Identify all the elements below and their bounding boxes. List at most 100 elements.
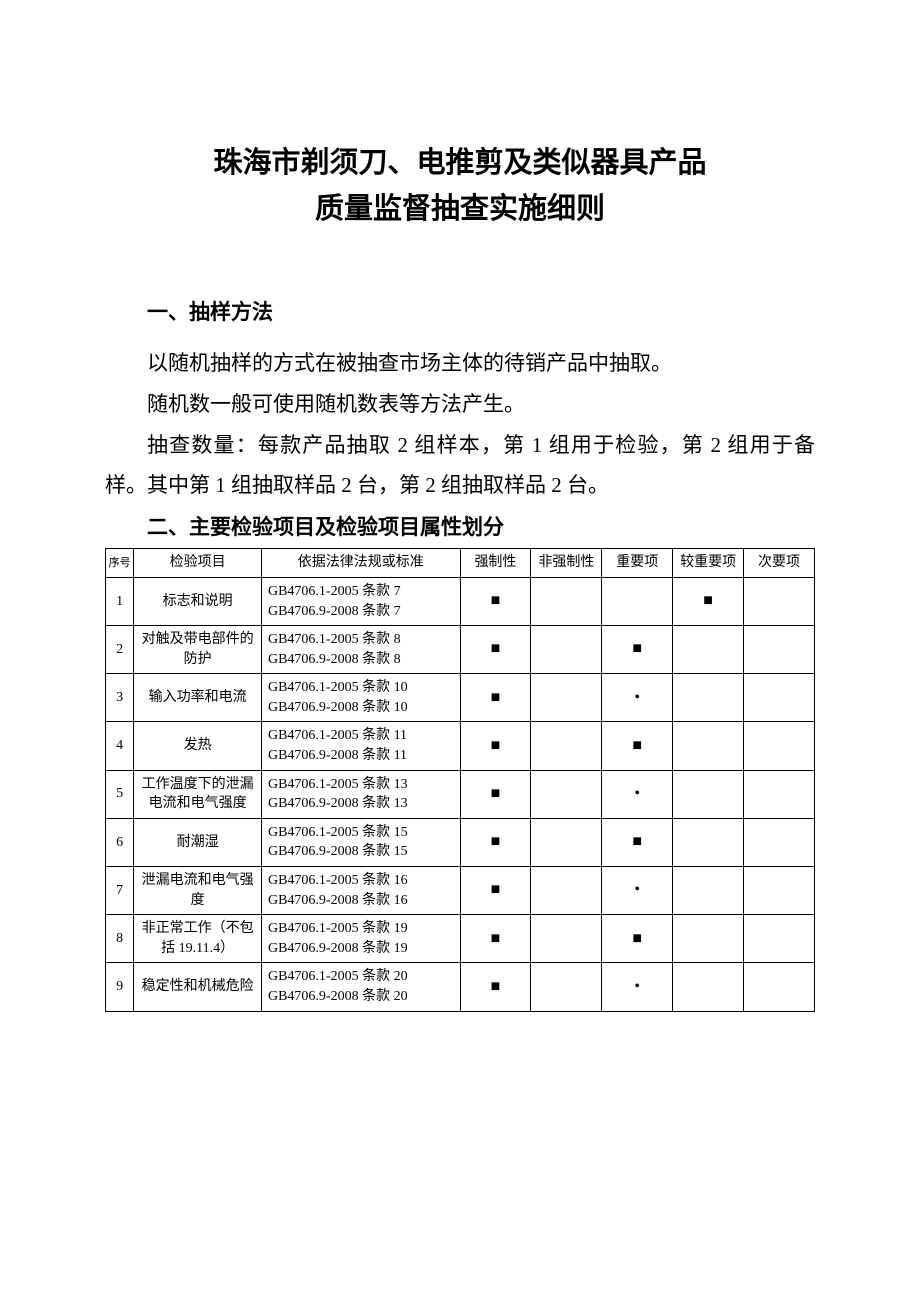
cell-seq: 4 xyxy=(106,722,134,770)
cell-mandatory: ■ xyxy=(460,674,531,722)
cell-mandatory: ■ xyxy=(460,818,531,866)
cell-secondary xyxy=(744,818,815,866)
table-row: 7泄漏电流和电气强度GB4706.1-2005 条款 16GB4706.9-20… xyxy=(106,867,815,915)
cell-seq: 7 xyxy=(106,867,134,915)
inspection-table: 序号 检验项目 依据法律法规或标准 强制性 非强制性 重要项 较重要项 次要项 … xyxy=(105,548,815,1011)
cell-secondary xyxy=(744,963,815,1011)
cell-important: ■ xyxy=(602,915,673,963)
cell-mandatory: ■ xyxy=(460,722,531,770)
cell-item: 发热 xyxy=(134,722,262,770)
section-1-para-3: 抽查数量：每款产品抽取 2 组样本，第 1 组用于检验，第 2 组用于备样。其中… xyxy=(105,425,815,507)
cell-more-important xyxy=(673,770,744,818)
table-row: 1标志和说明GB4706.1-2005 条款 7GB4706.9-2008 条款… xyxy=(106,577,815,625)
cell-basis: GB4706.1-2005 条款 7GB4706.9-2008 条款 7 xyxy=(261,577,460,625)
cell-non-mandatory xyxy=(531,867,602,915)
cell-basis: GB4706.1-2005 条款 8GB4706.9-2008 条款 8 xyxy=(261,626,460,674)
table-row: 4发热GB4706.1-2005 条款 11GB4706.9-2008 条款 1… xyxy=(106,722,815,770)
cell-non-mandatory xyxy=(531,722,602,770)
section-1-para-2: 随机数一般可使用随机数表等方法产生。 xyxy=(105,384,815,425)
cell-item: 稳定性和机械危险 xyxy=(134,963,262,1011)
cell-item: 输入功率和电流 xyxy=(134,674,262,722)
cell-non-mandatory xyxy=(531,626,602,674)
cell-important: • xyxy=(602,867,673,915)
cell-mandatory: ■ xyxy=(460,963,531,1011)
cell-secondary xyxy=(744,915,815,963)
cell-important: ■ xyxy=(602,626,673,674)
cell-more-important xyxy=(673,722,744,770)
cell-important: • xyxy=(602,770,673,818)
cell-basis: GB4706.1-2005 条款 19GB4706.9-2008 条款 19 xyxy=(261,915,460,963)
cell-secondary xyxy=(744,867,815,915)
cell-mandatory: ■ xyxy=(460,626,531,674)
cell-important xyxy=(602,577,673,625)
cell-secondary xyxy=(744,770,815,818)
table-row: 6耐潮湿GB4706.1-2005 条款 15GB4706.9-2008 条款 … xyxy=(106,818,815,866)
cell-important: • xyxy=(602,963,673,1011)
header-item: 检验项目 xyxy=(134,549,262,578)
cell-seq: 8 xyxy=(106,915,134,963)
cell-seq: 6 xyxy=(106,818,134,866)
cell-secondary xyxy=(744,722,815,770)
header-more-important: 较重要项 xyxy=(673,549,744,578)
table-row: 5工作温度下的泄漏电流和电气强度GB4706.1-2005 条款 13GB470… xyxy=(106,770,815,818)
table-row: 9稳定性和机械危险GB4706.1-2005 条款 20GB4706.9-200… xyxy=(106,963,815,1011)
cell-important: ■ xyxy=(602,722,673,770)
cell-secondary xyxy=(744,577,815,625)
header-non-mandatory: 非强制性 xyxy=(531,549,602,578)
cell-mandatory: ■ xyxy=(460,867,531,915)
cell-basis: GB4706.1-2005 条款 13GB4706.9-2008 条款 13 xyxy=(261,770,460,818)
cell-important: ■ xyxy=(602,818,673,866)
header-important: 重要项 xyxy=(602,549,673,578)
title-line-2: 质量监督抽查实施细则 xyxy=(105,186,815,232)
cell-non-mandatory xyxy=(531,770,602,818)
cell-non-mandatory xyxy=(531,577,602,625)
cell-more-important xyxy=(673,674,744,722)
cell-more-important xyxy=(673,818,744,866)
cell-item: 非正常工作（不包括 19.11.4） xyxy=(134,915,262,963)
section-1-heading: 一、抽样方法 xyxy=(105,293,815,333)
document-title: 珠海市剃须刀、电推剪及类似器具产品 质量监督抽查实施细则 xyxy=(105,140,815,233)
cell-seq: 9 xyxy=(106,963,134,1011)
cell-non-mandatory xyxy=(531,915,602,963)
cell-more-important: ■ xyxy=(673,577,744,625)
cell-item: 对触及带电部件的防护 xyxy=(134,626,262,674)
section-2-heading: 二、主要检验项目及检验项目属性划分 xyxy=(105,508,815,548)
cell-seq: 1 xyxy=(106,577,134,625)
cell-seq: 5 xyxy=(106,770,134,818)
cell-mandatory: ■ xyxy=(460,770,531,818)
cell-secondary xyxy=(744,674,815,722)
cell-secondary xyxy=(744,626,815,674)
cell-more-important xyxy=(673,867,744,915)
table-row: 3输入功率和电流GB4706.1-2005 条款 10GB4706.9-2008… xyxy=(106,674,815,722)
cell-basis: GB4706.1-2005 条款 16GB4706.9-2008 条款 16 xyxy=(261,867,460,915)
table-row: 8非正常工作（不包括 19.11.4）GB4706.1-2005 条款 19GB… xyxy=(106,915,815,963)
cell-non-mandatory xyxy=(531,963,602,1011)
cell-more-important xyxy=(673,963,744,1011)
cell-more-important xyxy=(673,626,744,674)
header-basis: 依据法律法规或标准 xyxy=(261,549,460,578)
header-secondary: 次要项 xyxy=(744,549,815,578)
cell-seq: 3 xyxy=(106,674,134,722)
table-header-row: 序号 检验项目 依据法律法规或标准 强制性 非强制性 重要项 较重要项 次要项 xyxy=(106,549,815,578)
table-body: 1标志和说明GB4706.1-2005 条款 7GB4706.9-2008 条款… xyxy=(106,577,815,1011)
cell-non-mandatory xyxy=(531,674,602,722)
cell-more-important xyxy=(673,915,744,963)
header-mandatory: 强制性 xyxy=(460,549,531,578)
cell-item: 耐潮湿 xyxy=(134,818,262,866)
cell-seq: 2 xyxy=(106,626,134,674)
cell-important: • xyxy=(602,674,673,722)
cell-basis: GB4706.1-2005 条款 20GB4706.9-2008 条款 20 xyxy=(261,963,460,1011)
cell-item: 标志和说明 xyxy=(134,577,262,625)
cell-basis: GB4706.1-2005 条款 10GB4706.9-2008 条款 10 xyxy=(261,674,460,722)
title-line-1: 珠海市剃须刀、电推剪及类似器具产品 xyxy=(105,140,815,186)
cell-non-mandatory xyxy=(531,818,602,866)
cell-item: 泄漏电流和电气强度 xyxy=(134,867,262,915)
section-1-para-1: 以随机抽样的方式在被抽查市场主体的待销产品中抽取。 xyxy=(105,343,815,384)
cell-item: 工作温度下的泄漏电流和电气强度 xyxy=(134,770,262,818)
cell-basis: GB4706.1-2005 条款 15GB4706.9-2008 条款 15 xyxy=(261,818,460,866)
cell-basis: GB4706.1-2005 条款 11GB4706.9-2008 条款 11 xyxy=(261,722,460,770)
cell-mandatory: ■ xyxy=(460,915,531,963)
cell-mandatory: ■ xyxy=(460,577,531,625)
table-row: 2对触及带电部件的防护GB4706.1-2005 条款 8GB4706.9-20… xyxy=(106,626,815,674)
header-seq: 序号 xyxy=(106,549,134,578)
